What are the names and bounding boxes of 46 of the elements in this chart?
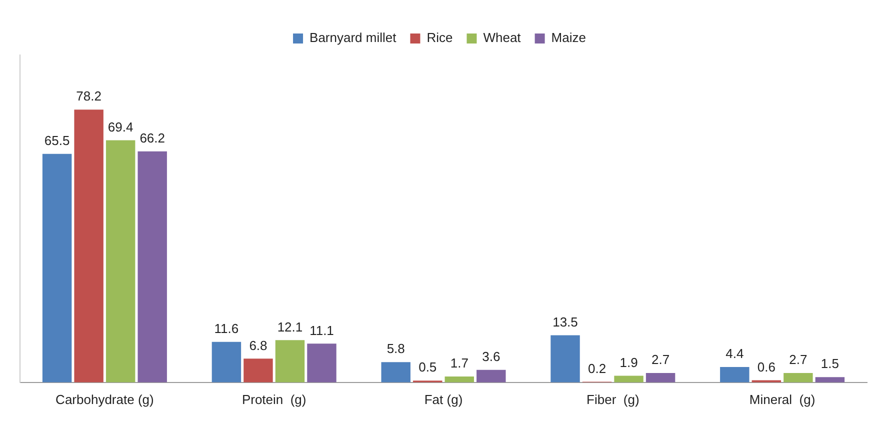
data-label: 6.8 — [249, 338, 268, 353]
bar — [784, 372, 813, 382]
data-label: 11.1 — [310, 322, 334, 338]
x-tick-label: Mineral (g) — [749, 392, 816, 407]
data-label: 2.7 — [789, 352, 808, 368]
data-label: 1.9 — [620, 354, 638, 370]
x-tick-label: Fat (g) — [424, 392, 463, 407]
data-label: 0.6 — [757, 359, 776, 374]
bar — [138, 151, 167, 382]
bar — [307, 344, 336, 382]
data-label: 65.5 — [44, 132, 70, 148]
bar — [444, 376, 474, 382]
bar — [550, 335, 580, 382]
data-label: 2.7 — [652, 352, 670, 368]
bar — [815, 377, 845, 382]
data-label: 1.5 — [820, 356, 839, 372]
bar — [476, 370, 506, 382]
x-tick-label: Fiber (g) — [586, 392, 640, 407]
data-label: 5.8 — [386, 341, 405, 356]
x-tick-label: Carbohydrate (g) — [56, 392, 154, 407]
data-label: 12.1 — [277, 319, 303, 334]
bar — [646, 372, 676, 382]
data-label: 11.6 — [214, 321, 239, 336]
bar — [720, 367, 750, 382]
bar — [244, 358, 273, 382]
data-label: 69.4 — [108, 119, 134, 134]
data-label: 13.5 — [552, 314, 578, 330]
legend-label: Maize — [551, 30, 586, 46]
data-label: 4.4 — [726, 346, 744, 362]
legend-label: Rice — [426, 30, 453, 46]
data-label: 0.5 — [418, 360, 437, 375]
bar — [42, 154, 72, 382]
bar — [74, 110, 104, 382]
bar — [106, 140, 136, 382]
data-label: 1.7 — [450, 356, 468, 371]
legend-label: Barnyard millet — [310, 30, 397, 46]
bar — [212, 342, 242, 382]
data-label: 0.2 — [588, 360, 606, 376]
data-label: 3.6 — [482, 348, 500, 364]
bar — [614, 376, 644, 382]
data-label: 78.2 — [76, 88, 102, 104]
x-tick-label: Protein (g) — [242, 392, 306, 407]
bar — [381, 362, 410, 382]
legend-label: Wheat — [483, 30, 522, 46]
bar — [275, 340, 305, 382]
data-label: 66.2 — [140, 130, 165, 146]
